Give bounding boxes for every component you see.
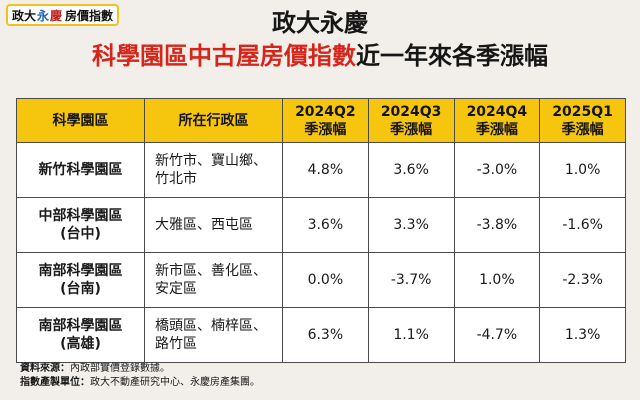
value-cell-2024q3: 3.6% — [367, 142, 455, 198]
producer-note: 指數產製單位：政大不動產研究中心、永慶房產集團。 — [20, 376, 260, 390]
park-name-cell: 中部科學園區 (台中) — [16, 197, 145, 253]
value-cell-2024q2: 4.8% — [282, 142, 369, 198]
table-row: 新竹科學園區 新竹市、寶山鄉、 竹北市 4.8% 3.6% -3.0% 1.0% — [16, 142, 626, 198]
value-cell-2024q3: 3.3% — [367, 197, 455, 253]
value-cell-2025q1: -1.6% — [539, 197, 626, 253]
header-2025q1: 2025Q1 季漲幅 — [539, 98, 626, 143]
title-line-1: 政大永慶 — [272, 9, 368, 37]
source-note: 資料來源：內政部實價登錄數據。 — [20, 362, 260, 376]
title-line-2: 科學園區中古屋房價指數近一年來各季漲幅 — [0, 40, 640, 72]
title-block: 政大永慶 科學園區中古屋房價指數近一年來各季漲幅 — [0, 8, 640, 72]
value-cell-2024q4: -4.7% — [453, 307, 541, 363]
brand-logo: 政大 永 慶 房價指數 — [6, 4, 120, 26]
price-change-table-wrap: 科學園區 所在行政區 2024Q2 季漲幅 2024Q3 季漲幅 2024Q4 季漲幅… — [16, 98, 626, 363]
logo-text-part4: 房價指數 — [65, 8, 114, 23]
table-row: 南部科學園區 (高雄) 橋頭區、楠梓區、 路竹區 6.3% 1.1% -4.7% 1… — [16, 307, 626, 363]
value-cell-2024q2: 3.6% — [282, 197, 369, 253]
header-park: 科學園區 — [16, 98, 145, 143]
value-cell-2025q1: 1.3% — [539, 307, 626, 363]
value-cell-2025q1: -2.3% — [539, 252, 626, 308]
price-change-table: 科學園區 所在行政區 2024Q2 季漲幅 2024Q3 季漲幅 2024Q4 季漲幅… — [16, 98, 626, 363]
value-cell-2024q4: -3.0% — [453, 142, 541, 198]
table-header-row: 科學園區 所在行政區 2024Q2 季漲幅 2024Q3 季漲幅 2024Q4 季漲幅… — [16, 98, 626, 143]
district-cell: 新竹市、寶山鄉、 竹北市 — [144, 142, 283, 198]
park-name-cell: 新竹科學園區 — [16, 142, 145, 198]
footer-notes: 資料來源：內政部實價登錄數據。 指數產製單位：政大不動產研究中心、永慶房產集團。 — [20, 362, 260, 390]
park-name-cell: 南部科學園區 (高雄) — [16, 307, 145, 363]
value-cell-2024q4: 1.0% — [453, 252, 541, 308]
value-cell-2024q4: -3.8% — [453, 197, 541, 253]
header-district: 所在行政區 — [144, 98, 283, 143]
title-rest: 近一年來各季漲幅 — [356, 42, 548, 70]
source-label: 資料來源： — [20, 363, 70, 374]
logo-text-part1: 政大 — [12, 8, 37, 23]
value-cell-2025q1: 1.0% — [539, 142, 626, 198]
header-2024q3: 2024Q3 季漲幅 — [367, 98, 455, 143]
value-cell-2024q2: 0.0% — [282, 252, 369, 308]
district-cell: 大雅區、西屯區 — [144, 197, 283, 253]
title-highlight: 科學園區中古屋房價指數 — [92, 42, 356, 70]
producer-text: 政大不動產研究中心、永慶房產集團。 — [90, 377, 260, 388]
park-name-cell: 南部科學園區 (台南) — [16, 252, 145, 308]
table-row: 南部科學園區 (台南) 新市區、善化區、 安定區 0.0% -3.7% 1.0% -… — [16, 252, 626, 308]
header-2024q2: 2024Q2 季漲幅 — [282, 98, 369, 143]
table-row: 中部科學園區 (台中) 大雅區、西屯區 3.6% 3.3% -3.8% -1.6% — [16, 197, 626, 253]
header-2024q4: 2024Q4 季漲幅 — [453, 98, 541, 143]
source-text: 內政部實價登錄數據。 — [70, 363, 170, 374]
value-cell-2024q3: 1.1% — [367, 307, 455, 363]
producer-label: 指數產製單位： — [20, 377, 90, 388]
value-cell-2024q3: -3.7% — [367, 252, 455, 308]
district-cell: 新市區、善化區、 安定區 — [144, 252, 283, 308]
district-cell: 橋頭區、楠梓區、 路竹區 — [144, 307, 283, 363]
value-cell-2024q2: 6.3% — [282, 307, 369, 363]
logo-text-part3: 慶 — [50, 8, 63, 23]
logo-text-part2: 永 — [37, 8, 50, 23]
